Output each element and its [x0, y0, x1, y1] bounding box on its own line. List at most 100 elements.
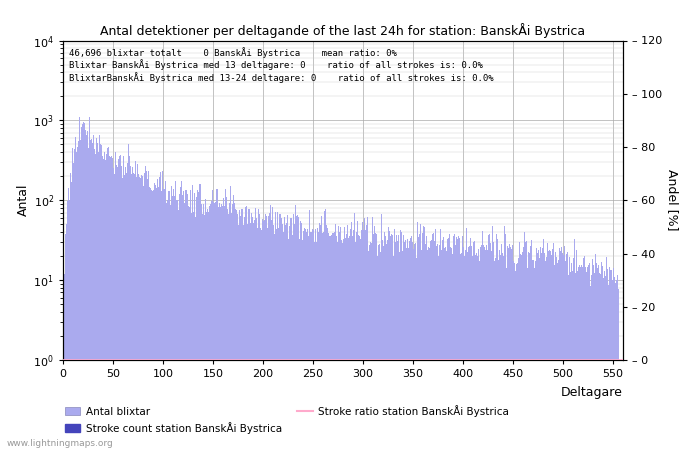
Bar: [372, 234, 374, 450]
Bar: [398, 252, 400, 450]
Legend: Antal blixtar, Stroke count station BanskÅi Bystrica, Stroke ratio station Bansk: Antal blixtar, Stroke count station Bans…: [61, 400, 513, 438]
Bar: [491, 226, 493, 450]
Bar: [73, 163, 74, 450]
Bar: [235, 210, 237, 450]
Bar: [550, 255, 552, 450]
Bar: [293, 224, 295, 450]
Bar: [92, 135, 94, 450]
Bar: [146, 179, 148, 450]
Bar: [200, 204, 202, 450]
Bar: [281, 224, 283, 450]
Bar: [118, 156, 120, 450]
Bar: [428, 248, 430, 450]
Bar: [377, 245, 379, 450]
Bar: [514, 271, 515, 450]
Bar: [342, 239, 344, 450]
Bar: [136, 165, 137, 450]
Bar: [349, 229, 351, 450]
Bar: [444, 247, 445, 450]
Bar: [139, 178, 141, 450]
Bar: [584, 267, 585, 450]
Bar: [515, 265, 517, 450]
Bar: [505, 268, 507, 450]
Bar: [402, 235, 403, 450]
Bar: [438, 245, 440, 450]
Bar: [354, 242, 356, 450]
Bar: [216, 189, 218, 450]
Bar: [356, 221, 358, 450]
Bar: [501, 252, 503, 450]
Bar: [545, 257, 547, 450]
Bar: [426, 250, 428, 450]
Bar: [379, 252, 381, 450]
Bar: [353, 230, 354, 450]
Bar: [365, 225, 367, 450]
Bar: [526, 268, 528, 450]
Bar: [97, 152, 99, 450]
Bar: [568, 257, 570, 450]
Bar: [323, 211, 325, 450]
Bar: [144, 166, 146, 450]
Bar: [244, 207, 246, 450]
Bar: [519, 254, 521, 450]
Bar: [368, 245, 370, 450]
Bar: [113, 174, 115, 450]
Bar: [332, 233, 333, 450]
Bar: [267, 216, 269, 450]
Bar: [90, 139, 92, 450]
Bar: [566, 252, 568, 450]
Bar: [225, 198, 227, 450]
Bar: [186, 194, 188, 450]
Bar: [580, 265, 582, 450]
Bar: [101, 145, 102, 450]
Bar: [384, 236, 386, 450]
Bar: [312, 230, 314, 450]
Bar: [80, 127, 81, 450]
Bar: [190, 213, 192, 450]
Bar: [67, 189, 69, 450]
Bar: [430, 239, 431, 450]
Bar: [459, 254, 461, 450]
Bar: [557, 260, 559, 450]
Bar: [396, 241, 398, 450]
Bar: [571, 271, 573, 450]
Bar: [524, 242, 526, 450]
Bar: [496, 239, 498, 450]
Bar: [375, 234, 377, 450]
Bar: [552, 243, 554, 450]
Bar: [601, 266, 603, 450]
Bar: [535, 261, 536, 450]
Y-axis label: Antal: Antal: [18, 184, 30, 216]
Bar: [88, 117, 90, 450]
Bar: [211, 190, 213, 450]
Bar: [564, 261, 566, 450]
Bar: [489, 243, 491, 450]
Bar: [314, 229, 316, 450]
Bar: [435, 246, 437, 450]
Bar: [253, 220, 255, 450]
Bar: [347, 238, 349, 450]
Bar: [589, 286, 591, 450]
Bar: [251, 217, 253, 450]
Bar: [466, 252, 468, 450]
Bar: [521, 255, 522, 450]
Bar: [237, 225, 239, 450]
Bar: [615, 280, 617, 450]
Bar: [162, 189, 164, 450]
Bar: [129, 156, 130, 450]
Bar: [381, 214, 382, 450]
Bar: [176, 201, 178, 450]
Bar: [419, 224, 421, 450]
Bar: [193, 193, 195, 450]
Bar: [556, 257, 557, 450]
Bar: [433, 241, 435, 450]
Bar: [130, 174, 132, 450]
Bar: [412, 249, 414, 450]
Bar: [279, 214, 281, 450]
Bar: [416, 222, 417, 450]
Bar: [277, 228, 279, 450]
Bar: [311, 232, 312, 450]
Bar: [64, 234, 66, 450]
Bar: [479, 261, 480, 450]
Bar: [132, 173, 134, 450]
